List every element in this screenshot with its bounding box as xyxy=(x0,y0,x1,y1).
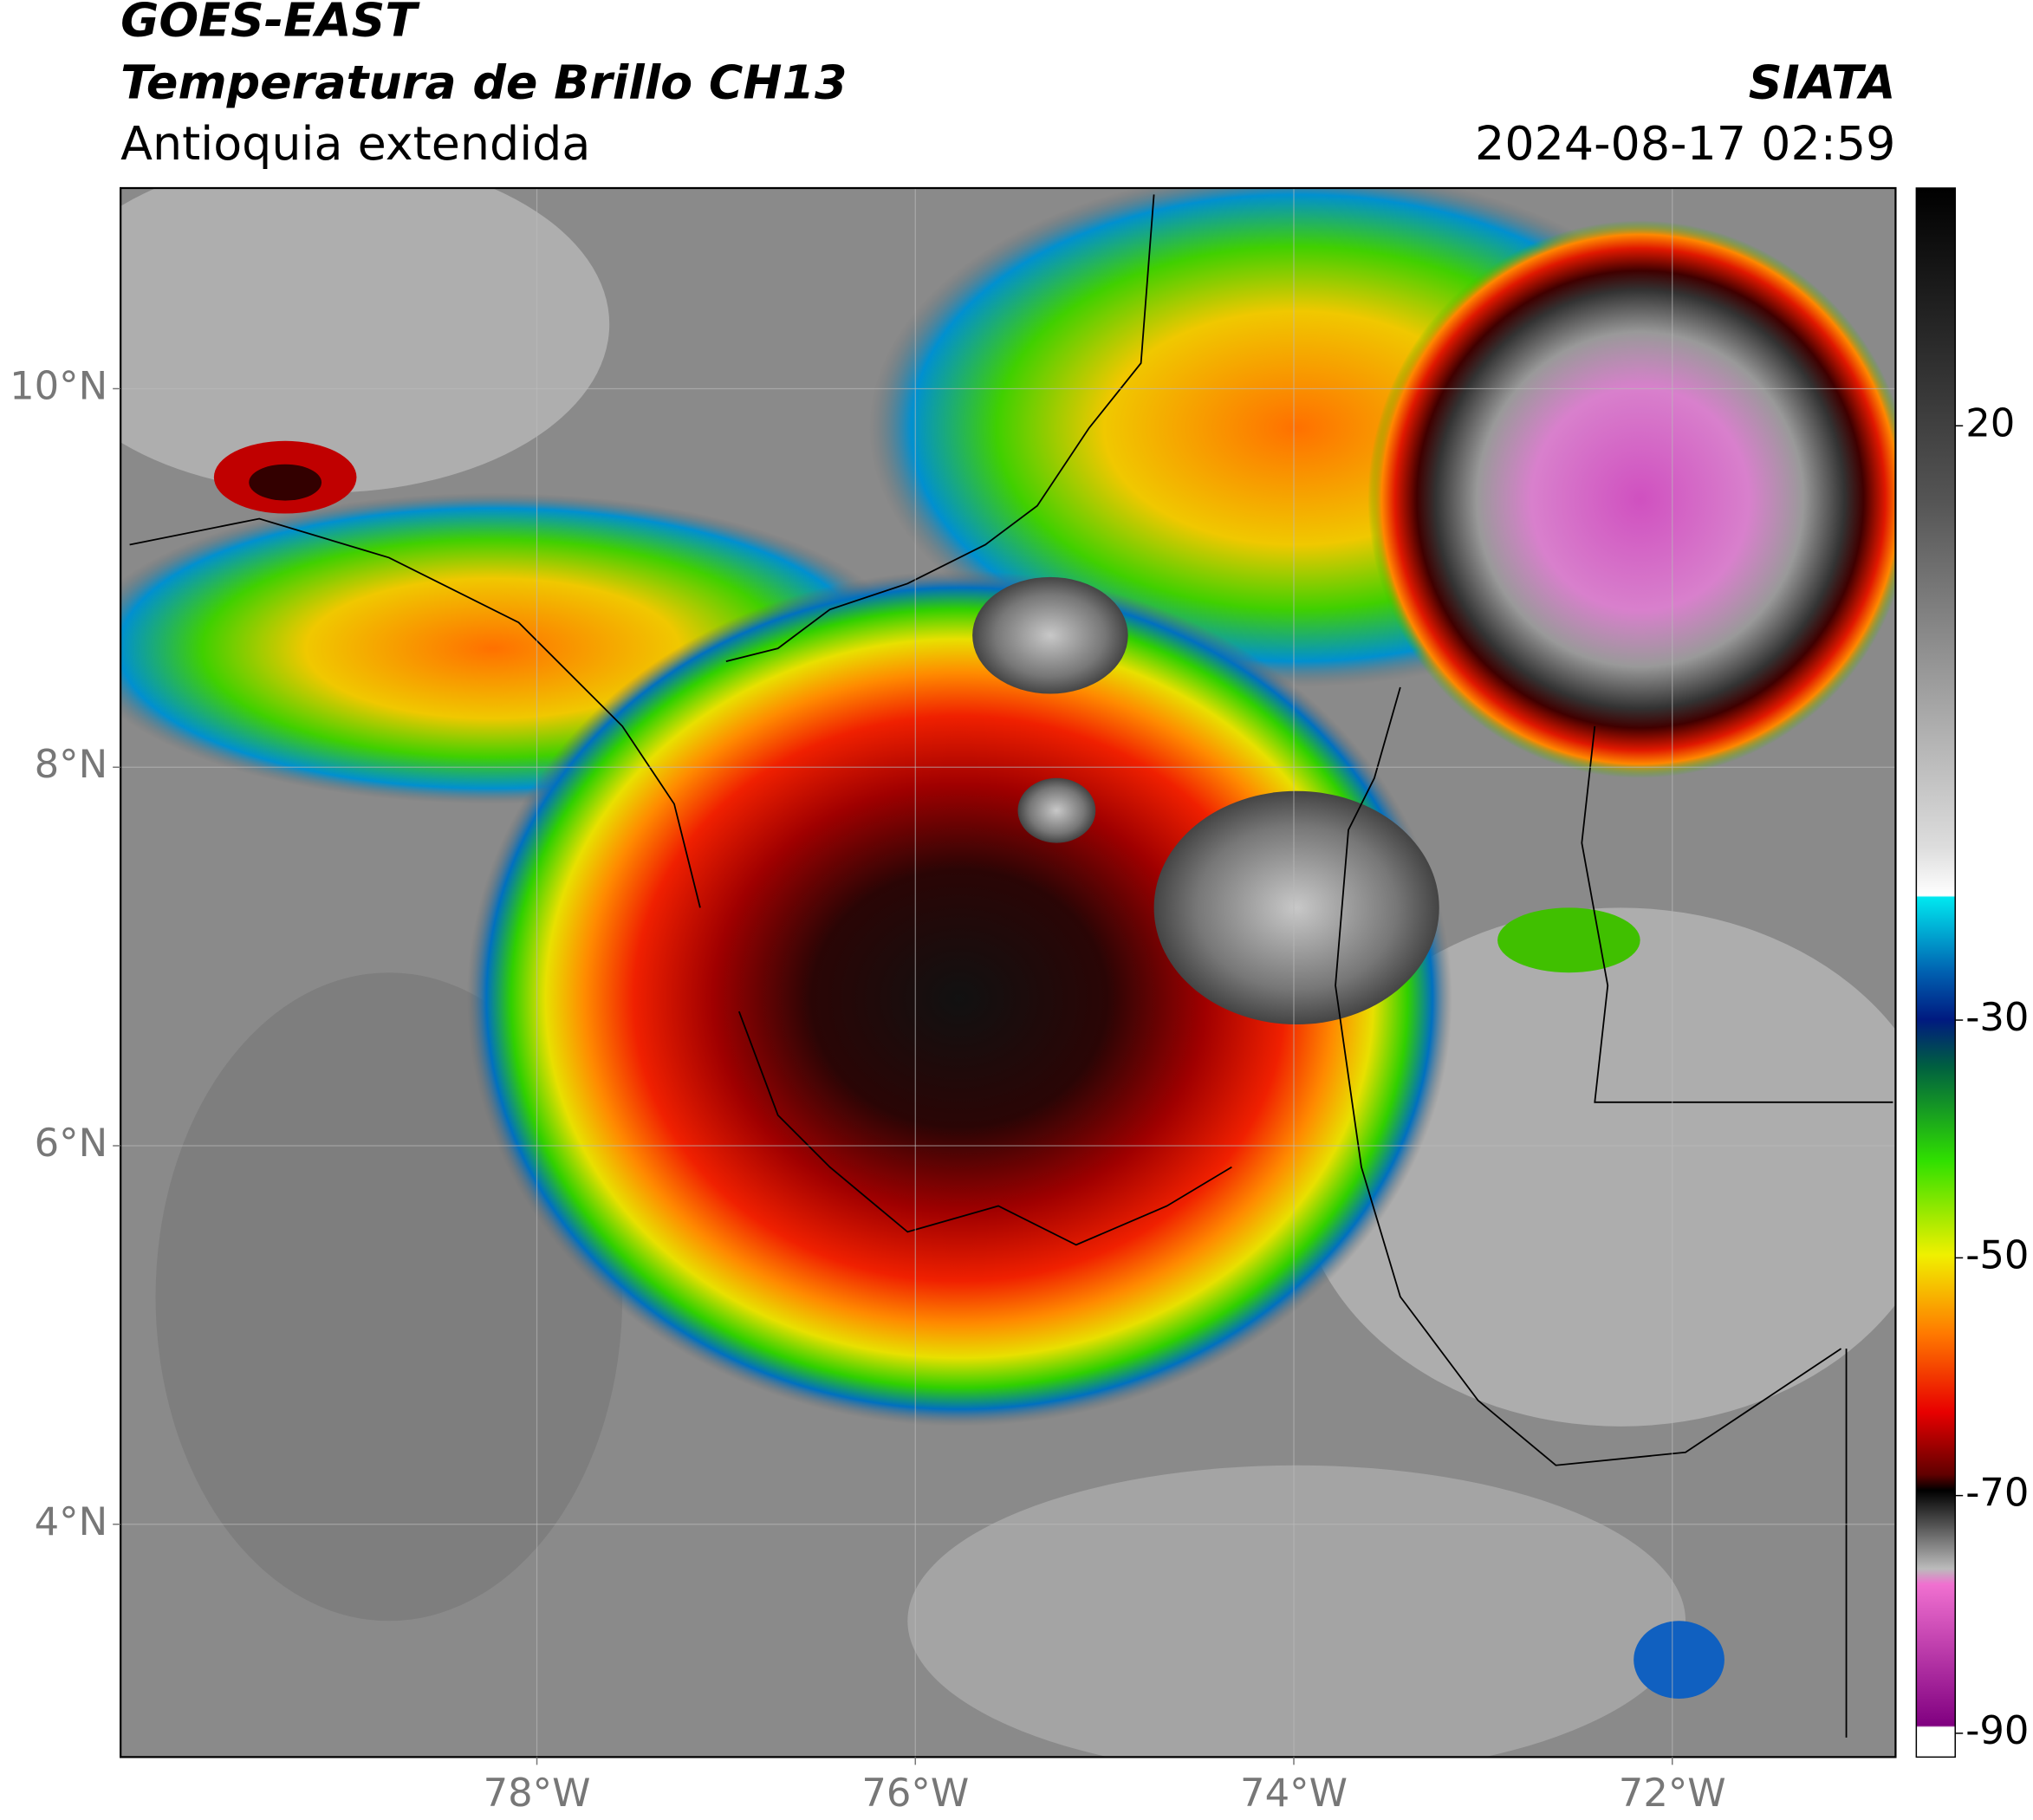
x-tick-label: 76°W xyxy=(861,1770,969,1816)
x-tick-label: 74°W xyxy=(1240,1770,1348,1816)
colorbar-tick-label: -30 xyxy=(1965,994,2029,1040)
y-tick-label: 6°N xyxy=(35,1120,108,1166)
satellite: GOES-EAST xyxy=(120,0,420,48)
datetime: 2024-08-17 02:59 xyxy=(1475,116,1895,171)
colorbar-tick-label: -90 xyxy=(1965,1707,2029,1753)
y-tick-label: 4°N xyxy=(35,1498,108,1544)
map-frame xyxy=(120,186,1897,1758)
colorbar-tick-label: -70 xyxy=(1965,1470,2029,1516)
colorbar-tick-label: 20 xyxy=(1965,400,2015,445)
source: SIATA xyxy=(1749,55,1896,109)
satellite-image xyxy=(120,188,1896,1758)
x-tick-label: 78°W xyxy=(484,1770,591,1816)
colorbar xyxy=(1915,187,1956,1758)
y-tick-label: 10°N xyxy=(10,362,107,408)
grid xyxy=(120,188,1896,1758)
x-tick-label: 72°W xyxy=(1619,1770,1726,1816)
region: Antioquia extendida xyxy=(120,116,590,171)
colorbar-tick-label: -50 xyxy=(1965,1232,2029,1277)
product: Temperatura de Brillo CH13 xyxy=(120,55,847,109)
axes: 78°W 76°W 74°W 72°W 10°N 8°N 6°N 4°N 20 -30 -50 -70… xyxy=(10,362,2029,1816)
y-tick-label: 8°N xyxy=(35,741,108,787)
